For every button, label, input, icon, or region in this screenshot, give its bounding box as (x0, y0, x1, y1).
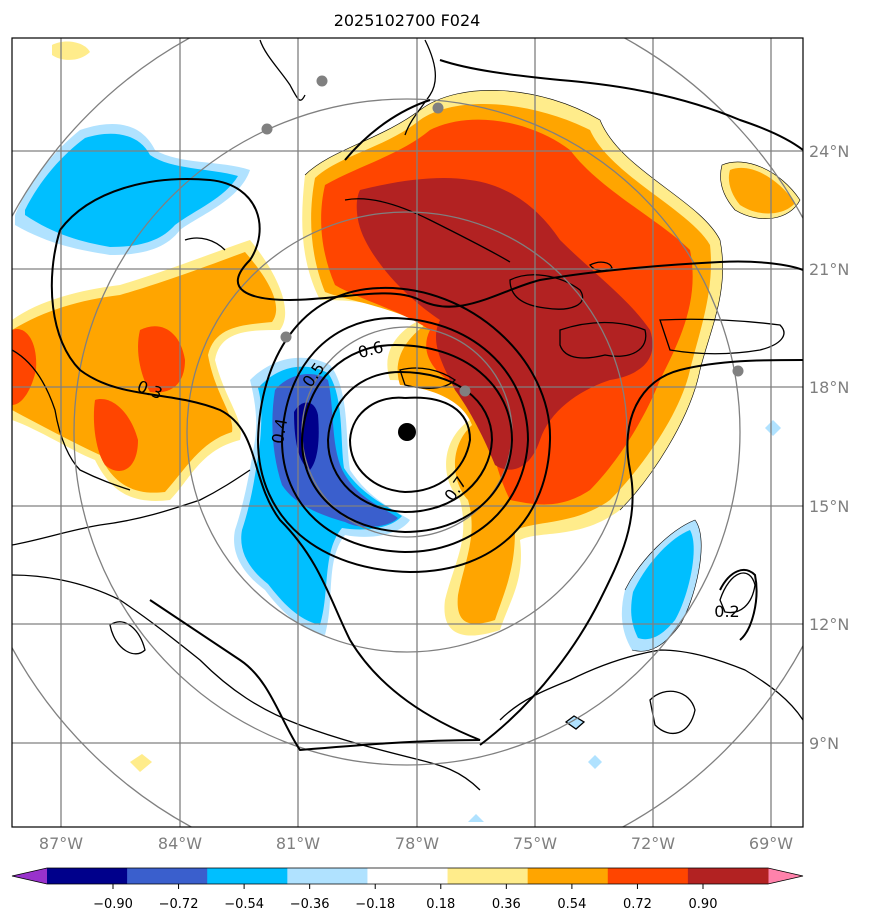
lon-label: 69°W (749, 834, 793, 853)
colorbar-tick-label: −0.90 (93, 897, 133, 912)
colorbar-segment (607, 868, 689, 884)
graticule (12, 38, 803, 827)
colorbar-tick-label: 0.72 (623, 897, 652, 912)
contour-0.2c (439, 59, 803, 151)
colorbar-segment (447, 868, 529, 884)
coastlines (12, 39, 803, 791)
colorbar: −0.90 −0.72 −0.54 −0.36 −0.18 0.18 0.36 0.54 0.7… (11, 867, 804, 912)
colorbar-extend-high (768, 868, 803, 884)
contour-0.5 (280, 317, 530, 554)
colorbar-segment (367, 868, 449, 884)
contour-0.7 (348, 396, 472, 494)
colorbar-outline (11, 867, 804, 885)
contour-0.3 (59, 178, 803, 308)
lat-label: 18°N (809, 378, 849, 397)
contour-label-0.2: 0.2 (714, 602, 739, 621)
storm-center-dot (398, 423, 416, 441)
reference-point (280, 331, 292, 343)
lon-label: 81°W (276, 834, 320, 853)
colorbar-tick-label: 0.18 (426, 897, 455, 912)
lat-label: 24°N (809, 142, 849, 161)
reference-point (432, 102, 444, 114)
colorbar-segment (287, 868, 368, 884)
colorbar-segment (207, 868, 288, 884)
contour-0.6a (326, 371, 494, 514)
colorbar-tick-label: −0.18 (355, 897, 395, 912)
colorbar-extend-low (12, 868, 47, 884)
lon-label: 87°W (39, 834, 83, 853)
reference-point (459, 385, 471, 397)
contour-0.2 (479, 359, 803, 746)
lon-label: 78°W (395, 834, 439, 853)
colorbar-tick-label: 0.90 (689, 897, 718, 912)
contour-0.4 (256, 286, 552, 574)
lat-label: 12°N (809, 615, 849, 634)
colorbar-tick-label: 0.54 (557, 897, 586, 912)
lat-label: 15°N (809, 497, 849, 516)
reference-point (732, 365, 744, 377)
lon-label: 75°W (513, 834, 557, 853)
colorbar-segments (47, 868, 769, 884)
contour-label-0.4: 0.4 (268, 417, 291, 445)
reference-point (261, 123, 273, 135)
contour-0.6 (300, 344, 514, 534)
map-area: 0.2 0.3 0.4 0.5 0.6 0.7 (12, 38, 803, 827)
longitude-labels: 87°W 84°W 81°W 78°W 75°W 72°W 69°W (39, 834, 793, 853)
map-frame (11, 37, 804, 828)
contour-0.2b (344, 99, 431, 161)
colorbar-segment (527, 868, 609, 884)
colorbar-tick-label: −0.72 (159, 897, 199, 912)
colorbar-ticks: −0.90 −0.72 −0.54 −0.36 −0.18 0.18 0.36 0.54 0.7… (93, 884, 717, 912)
contour-0.3b (50, 229, 481, 752)
reference-point (316, 75, 328, 87)
contour-0.2d (719, 569, 758, 641)
colorbar-segment (127, 868, 208, 884)
positive-anomaly-shading (12, 41, 800, 772)
colorbar-segment (687, 868, 769, 884)
field-contours (50, 59, 803, 752)
lat-label: 9°N (809, 734, 839, 753)
colorbar-tick-label: −0.54 (224, 897, 264, 912)
latitude-labels: 24°N 21°N 18°N 15°N 12°N 9°N (809, 142, 849, 753)
figure-title: 2025102700 F024 (334, 11, 481, 30)
colorbar-tick-label: −0.36 (290, 897, 330, 912)
lon-label: 84°W (158, 834, 202, 853)
colorbar-segment (47, 868, 128, 884)
reference-points (261, 75, 744, 397)
colorbar-tick-label: 0.36 (492, 897, 521, 912)
lat-label: 21°N (809, 260, 849, 279)
lon-label: 72°W (631, 834, 675, 853)
